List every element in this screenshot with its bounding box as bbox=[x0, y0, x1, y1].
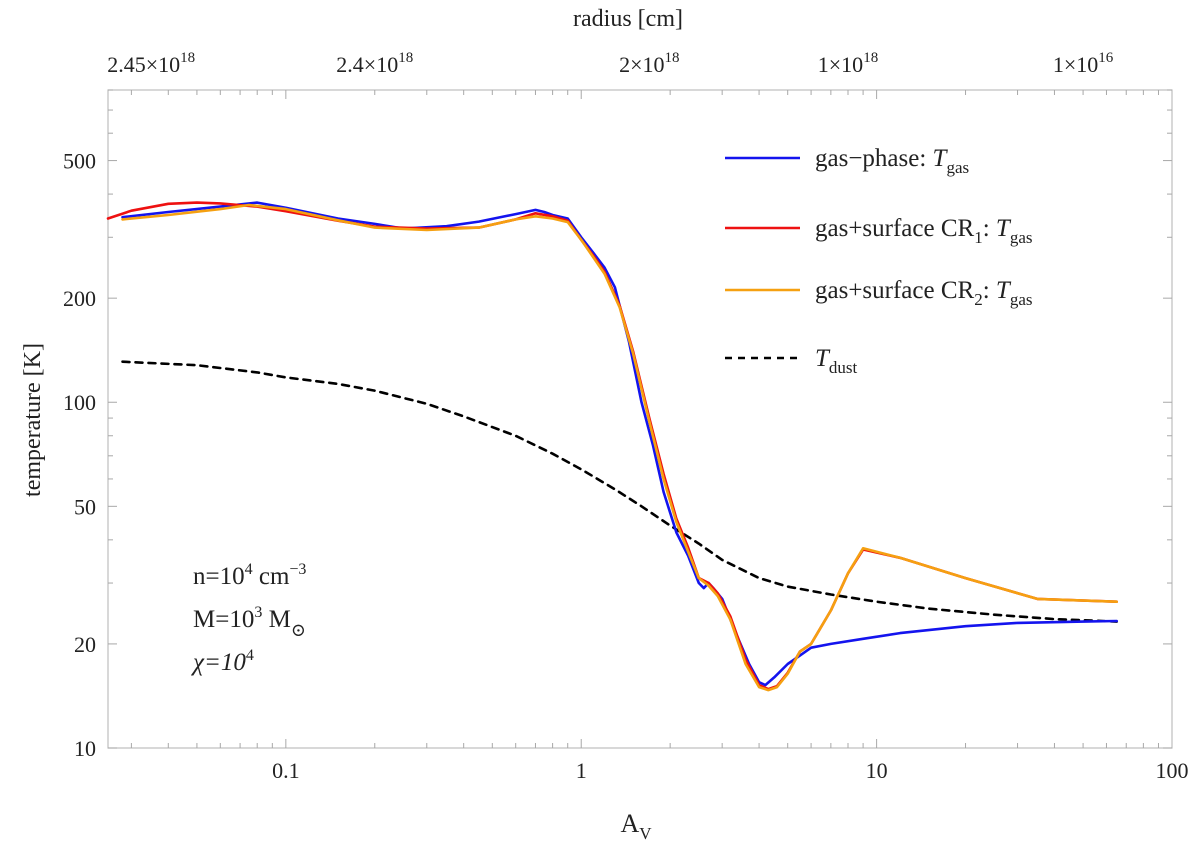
annotation-density: n=104 cm−3 bbox=[193, 561, 306, 590]
y-tick-label: 500 bbox=[63, 149, 96, 174]
top-tick-label: 2×1018 bbox=[619, 50, 679, 77]
top-axis-title: radius [cm] bbox=[573, 6, 683, 32]
x-axis-title-main: A bbox=[620, 809, 639, 838]
y-tick-label: 200 bbox=[63, 286, 96, 311]
legend-label-3: gas+surface CR2: Tgas bbox=[815, 277, 1032, 309]
x-axis-title: AV bbox=[620, 809, 652, 843]
plot-frame bbox=[107, 89, 1173, 749]
y-tick-label: 20 bbox=[74, 632, 96, 657]
annotation-mass: M=103 M⊙ bbox=[193, 604, 306, 640]
top-tick-label: 1×1018 bbox=[818, 50, 878, 77]
y-tick-label: 10 bbox=[74, 736, 96, 761]
x-tick-label: 1 bbox=[576, 758, 587, 783]
y-tick-label: 50 bbox=[74, 494, 96, 519]
legend-label-2: gas+surface CR1: Tgas bbox=[815, 215, 1032, 247]
y-tick-label: 100 bbox=[63, 390, 96, 415]
top-tick-label: 2.45×1018 bbox=[107, 50, 195, 77]
annotation-field: χ=104 bbox=[191, 647, 254, 676]
legend-label-4: Tdust bbox=[815, 345, 858, 377]
y-axis-title: temperature [K] bbox=[20, 343, 46, 497]
top-tick-label: 1×1016 bbox=[1053, 50, 1114, 77]
top-tick-label: 2.4×1018 bbox=[336, 50, 413, 77]
x-tick-label: 0.1 bbox=[272, 758, 300, 783]
x-tick-label: 100 bbox=[1156, 758, 1189, 783]
legend-label-1: gas−phase: Tgas bbox=[815, 145, 969, 177]
series-line-4 bbox=[121, 360, 1118, 623]
x-tick-label: 10 bbox=[866, 758, 888, 783]
x-axis-title-sub: V bbox=[639, 824, 652, 843]
series-line-3 bbox=[121, 203, 1118, 692]
